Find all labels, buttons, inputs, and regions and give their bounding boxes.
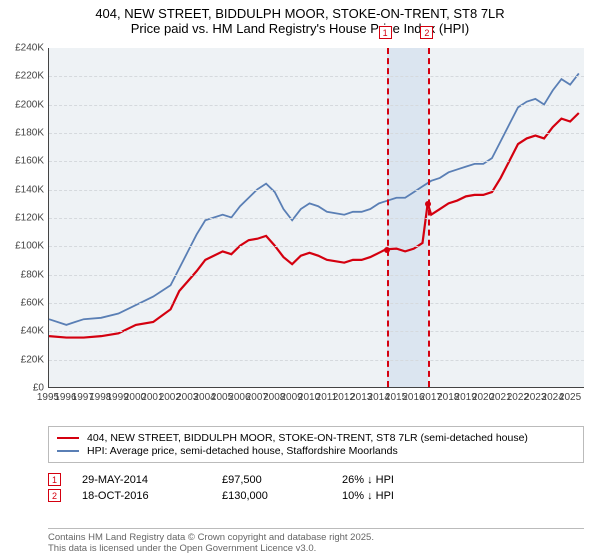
gridline [49, 218, 584, 219]
gridline [49, 76, 584, 77]
chart-container: £0£20K£40K£60K£80K£100K£120K£140K£160K£1… [48, 48, 584, 410]
gridline [49, 190, 584, 191]
y-axis-label: £40K [21, 326, 44, 337]
y-axis-label: £20K [21, 354, 44, 365]
marker-number-box: 1 [379, 26, 392, 39]
sale-price: £130,000 [222, 490, 342, 502]
gridline [49, 275, 584, 276]
y-axis-label: £60K [21, 298, 44, 309]
chart-title-line1: 404, NEW STREET, BIDDULPH MOOR, STOKE-ON… [0, 0, 600, 21]
y-axis-label: £80K [21, 269, 44, 280]
y-axis-label: £120K [15, 213, 44, 224]
gridline [49, 133, 584, 134]
legend-swatch [57, 450, 79, 452]
legend-label: HPI: Average price, semi-detached house,… [87, 445, 398, 457]
legend-row: HPI: Average price, semi-detached house,… [57, 445, 575, 457]
gridline [49, 303, 584, 304]
gridline [49, 331, 584, 332]
y-axis-label: £160K [15, 156, 44, 167]
sale-dot [384, 247, 390, 253]
legend-row: 404, NEW STREET, BIDDULPH MOOR, STOKE-ON… [57, 432, 575, 444]
y-axis-label: £240K [15, 43, 44, 54]
sale-date: 18-OCT-2016 [82, 490, 222, 502]
gridline [49, 105, 584, 106]
footer: Contains HM Land Registry data © Crown c… [48, 528, 584, 554]
gridline [49, 161, 584, 162]
sale-date: 29-MAY-2014 [82, 474, 222, 486]
marker-vline [387, 48, 389, 387]
gridline [49, 246, 584, 247]
footer-line2: This data is licensed under the Open Gov… [48, 543, 584, 554]
y-axis-label: £180K [15, 128, 44, 139]
sale-marker-box: 1 [48, 473, 61, 486]
y-axis-label: £220K [15, 71, 44, 82]
sale-delta: 26% ↓ HPI [342, 474, 502, 486]
plot-area [48, 48, 584, 388]
marker-number-box: 2 [420, 26, 433, 39]
sale-marker-box: 2 [48, 489, 61, 502]
sale-row: 1 29-MAY-2014£97,50026% ↓ HPI [48, 473, 584, 486]
sale-row: 2 18-OCT-2016£130,00010% ↓ HPI [48, 489, 584, 502]
sales-table: 1 29-MAY-2014£97,50026% ↓ HPI 2 18-OCT-2016… [48, 470, 584, 505]
chart-title-line2: Price paid vs. HM Land Registry's House … [0, 21, 600, 36]
series-hpi [49, 73, 579, 324]
legend-label: 404, NEW STREET, BIDDULPH MOOR, STOKE-ON… [87, 432, 528, 444]
sale-delta: 10% ↓ HPI [342, 490, 502, 502]
sale-price: £97,500 [222, 474, 342, 486]
sale-dot [425, 201, 431, 207]
legend: 404, NEW STREET, BIDDULPH MOOR, STOKE-ON… [48, 426, 584, 463]
y-axis-label: £100K [15, 241, 44, 252]
y-axis-label: £140K [15, 184, 44, 195]
gridline [49, 360, 584, 361]
y-axis-label: £200K [15, 99, 44, 110]
x-axis-label: 2025 [559, 392, 581, 403]
legend-swatch [57, 437, 79, 439]
footer-line1: Contains HM Land Registry data © Crown c… [48, 532, 584, 543]
marker-vline [428, 48, 430, 387]
